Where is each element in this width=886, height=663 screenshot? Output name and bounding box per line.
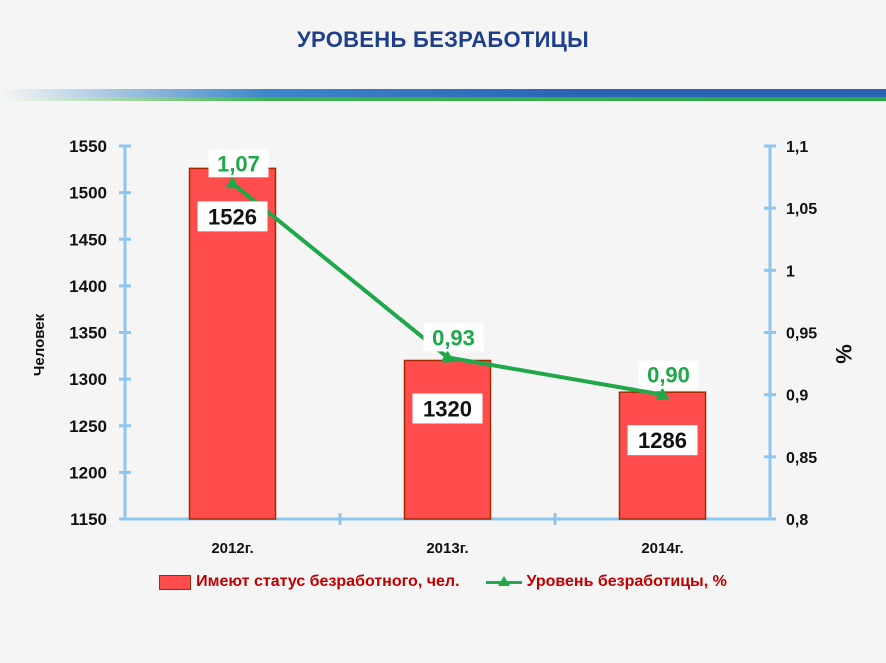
bar-label: 1286 bbox=[638, 428, 687, 453]
line-point bbox=[655, 387, 670, 400]
bar-label: 1320 bbox=[423, 396, 472, 421]
y-tick-label-left: 1300 bbox=[69, 370, 107, 389]
y-tick-label-left: 1250 bbox=[69, 417, 107, 436]
y-tick-label-left: 1450 bbox=[69, 230, 107, 249]
x-tick-label: 2013г. bbox=[426, 540, 468, 557]
y-axis-title-left: Человек bbox=[31, 313, 48, 376]
line-label: 0,90 bbox=[647, 363, 690, 388]
chart-axes: 1550 1500 1450 1400 1350 1300 1250 1200 1150 1,1 1… bbox=[69, 137, 817, 557]
legend-label-line: Уровень безработицы, % bbox=[526, 573, 727, 590]
y-axis-title-right: % bbox=[831, 344, 856, 364]
y-tick-label-right: 1 bbox=[786, 263, 795, 280]
page-title: УРОВЕНЬ БЕЗРАБОТИЦЫ bbox=[297, 27, 589, 52]
y-tick-label-right: 1,05 bbox=[786, 201, 817, 218]
legend-triangle-line-swatch bbox=[485, 575, 522, 589]
line-label-box bbox=[208, 149, 269, 178]
y-tick-label-right: 1,1 bbox=[786, 139, 808, 156]
legend-label-bars: Имеют статус безработного, чел. bbox=[196, 573, 460, 590]
line-point bbox=[225, 176, 240, 189]
y-tick-label-left: 1400 bbox=[69, 277, 107, 296]
line-series bbox=[225, 176, 670, 400]
data-labels: 1526 1320 1286 1,07 0,93 0,90 bbox=[197, 149, 699, 456]
header-divider-blue bbox=[0, 89, 886, 97]
legend-item-bars: Имеют статус безработного, чел. bbox=[159, 573, 460, 591]
x-tick-label: 2014г. bbox=[641, 540, 683, 557]
bar-label-box bbox=[412, 393, 483, 424]
line-label-box bbox=[638, 360, 699, 389]
legend-bar-swatch bbox=[159, 574, 192, 590]
line-label: 1,07 bbox=[217, 151, 260, 176]
y-tick-label-left: 1200 bbox=[69, 463, 107, 482]
y-tick-label-right: 0,9 bbox=[786, 388, 808, 405]
bar bbox=[618, 391, 707, 520]
y-tick-label-left: 1500 bbox=[69, 184, 107, 203]
header-divider-green bbox=[0, 97, 886, 101]
bar-label: 1526 bbox=[208, 204, 257, 229]
line-label-box bbox=[423, 323, 484, 352]
chart-legend: Имеют статус безработного, чел. Уровень … bbox=[0, 573, 886, 591]
line-label: 0,93 bbox=[432, 325, 475, 350]
bar-label-box bbox=[627, 425, 698, 456]
bar-label-box bbox=[197, 201, 268, 232]
bar bbox=[403, 359, 492, 520]
y-tick-label-right: 0,8 bbox=[786, 512, 808, 529]
y-tick-label-left: 1550 bbox=[69, 137, 107, 156]
y-tick-label-left: 1350 bbox=[69, 324, 107, 343]
legend-item-line: Уровень безработицы, % bbox=[485, 573, 727, 591]
y-tick-label-right: 0,95 bbox=[786, 326, 817, 343]
y-tick-label-left: 1150 bbox=[70, 510, 107, 529]
line-point bbox=[440, 350, 455, 363]
y-tick-label-right: 0,85 bbox=[786, 450, 817, 467]
x-tick-label: 2012г. bbox=[211, 540, 253, 557]
